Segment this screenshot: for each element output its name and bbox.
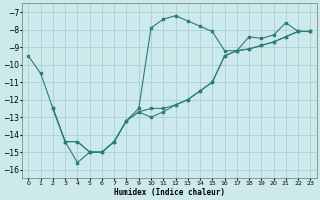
X-axis label: Humidex (Indice chaleur): Humidex (Indice chaleur) xyxy=(114,188,225,197)
